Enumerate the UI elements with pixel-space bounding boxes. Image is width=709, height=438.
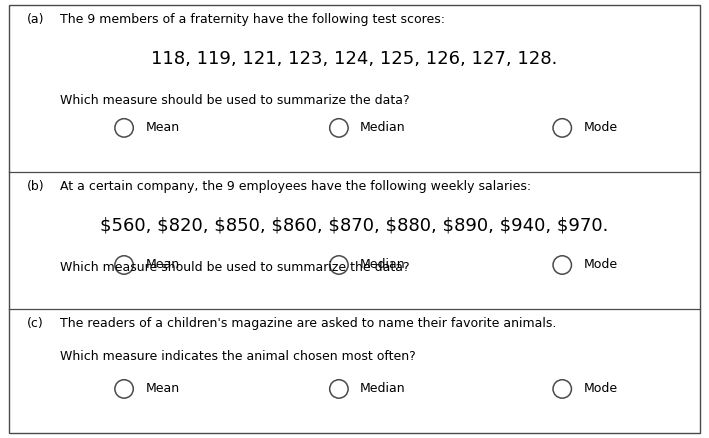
Text: Mode: Mode xyxy=(584,121,618,134)
Text: At a certain company, the 9 employees have the following weekly salaries:: At a certain company, the 9 employees ha… xyxy=(60,180,531,193)
Text: Mode: Mode xyxy=(584,258,618,272)
Text: Mean: Mean xyxy=(145,258,179,272)
Text: 118, 119, 121, 123, 124, 125, 126, 127, 128.: 118, 119, 121, 123, 124, 125, 126, 127, … xyxy=(151,50,558,68)
Text: Which measure indicates the animal chosen most often?: Which measure indicates the animal chose… xyxy=(60,350,416,363)
Text: Median: Median xyxy=(360,258,406,272)
Text: (a): (a) xyxy=(27,13,45,26)
Text: Which measure should be used to summarize the data?: Which measure should be used to summariz… xyxy=(60,261,410,274)
Text: $560, $820, $850, $860, $870, $880, $890, $940, $970.: $560, $820, $850, $860, $870, $880, $890… xyxy=(100,217,609,235)
Text: The readers of a children's magazine are asked to name their favorite animals.: The readers of a children's magazine are… xyxy=(60,317,557,330)
Text: Median: Median xyxy=(360,121,406,134)
Text: Which measure should be used to summarize the data?: Which measure should be used to summariz… xyxy=(60,94,410,107)
Text: Mode: Mode xyxy=(584,382,618,396)
Text: Median: Median xyxy=(360,382,406,396)
Text: The 9 members of a fraternity have the following test scores:: The 9 members of a fraternity have the f… xyxy=(60,13,445,26)
Text: (c): (c) xyxy=(27,317,44,330)
Text: Mean: Mean xyxy=(145,382,179,396)
Text: Mean: Mean xyxy=(145,121,179,134)
Text: (b): (b) xyxy=(27,180,45,193)
